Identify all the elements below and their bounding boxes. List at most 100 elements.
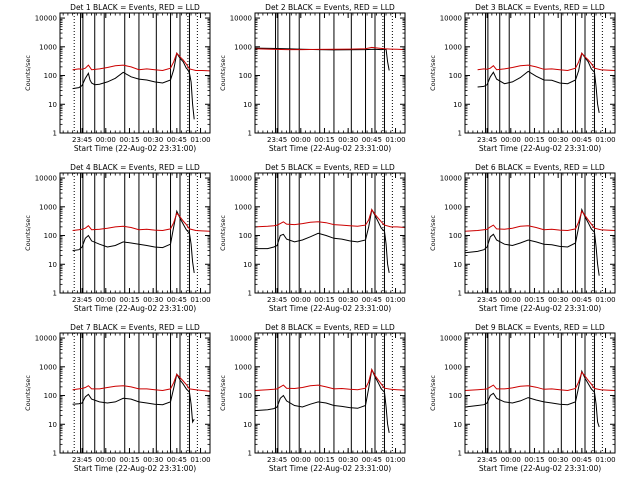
y-axis-label: Counts/sec (24, 375, 32, 411)
x-tick-label: 01:00 (190, 136, 210, 144)
y-tick-label: 100 (449, 392, 462, 400)
panel-title: Det 9 BLACK = Events, RED = LLD (475, 323, 605, 332)
x-tick-label: 00:30 (143, 456, 163, 464)
x-tick-label: 01:00 (385, 456, 405, 464)
x-axis-label: Start Time (22-Aug-02 23:31:00) (479, 144, 601, 153)
x-tick-label: 00:15 (314, 456, 334, 464)
y-tick-label: 10 (453, 101, 462, 109)
y-tick-label: 100 (239, 232, 252, 240)
y-tick-label: 10000 (440, 335, 462, 343)
series-lld (464, 371, 616, 392)
x-tick-label: 00:30 (143, 136, 163, 144)
x-tick-label: 00:15 (119, 136, 139, 144)
y-tick-label: 10 (453, 421, 462, 429)
x-tick-label: 01:00 (385, 136, 405, 144)
panel-title: Det 7 BLACK = Events, RED = LLD (70, 323, 200, 332)
x-tick-label: 23:45 (72, 136, 92, 144)
y-tick-label: 10 (243, 101, 252, 109)
series-events (464, 369, 600, 428)
y-tick-label: 1 (53, 290, 57, 298)
panel-title: Det 6 BLACK = Events, RED = LLD (475, 163, 605, 172)
panel-det-9: Det 9 BLACK = Events, RED = LLD 1 10 100 100… (429, 323, 616, 473)
y-tick-label: 10000 (35, 15, 57, 23)
x-axis-label: Start Time (22-Aug-02 23:31:00) (74, 304, 196, 313)
plot-frame (464, 172, 616, 294)
panel-det-3: Det 3 BLACK = Events, RED = LLD 1 10 100 100… (429, 3, 616, 153)
x-axis-label: Start Time (22-Aug-02 23:31:00) (479, 464, 601, 473)
y-tick-label: 1 (458, 130, 462, 138)
y-tick-label: 10000 (35, 175, 57, 183)
panel-det-4: Det 4 BLACK = Events, RED = LLD 1 10 100 100… (24, 163, 211, 313)
x-tick-label: 23:45 (477, 296, 497, 304)
y-tick-label: 100 (44, 232, 57, 240)
x-tick-label: 23:45 (267, 136, 287, 144)
x-tick-label: 00:45 (362, 456, 382, 464)
y-tick-label: 10 (453, 261, 462, 269)
panel-det-6: Det 6 BLACK = Events, RED = LLD 1 10 100 100… (429, 163, 616, 313)
y-tick-label: 10 (48, 261, 57, 269)
series-lld (72, 212, 211, 232)
y-tick-label: 10000 (230, 175, 252, 183)
y-tick-label: 1000 (39, 363, 57, 371)
x-tick-label: 00:45 (167, 296, 187, 304)
plot-frame (59, 172, 211, 294)
x-axis-label: Start Time (22-Aug-02 23:31:00) (269, 144, 391, 153)
y-tick-label: 100 (449, 232, 462, 240)
x-tick-label: 23:45 (477, 136, 497, 144)
series-lld (72, 373, 211, 392)
y-tick-label: 1 (53, 450, 57, 458)
panel-title: Det 1 BLACK = Events, RED = LLD (70, 3, 200, 12)
y-tick-label: 1000 (444, 43, 462, 51)
series-lld (477, 52, 616, 72)
y-axis-label: Counts/sec (24, 55, 32, 91)
y-tick-label: 1000 (234, 203, 252, 211)
x-tick-label: 23:45 (477, 456, 497, 464)
y-tick-label: 1 (248, 450, 252, 458)
x-axis-label: Start Time (22-Aug-02 23:31:00) (74, 144, 196, 153)
y-tick-label: 10000 (230, 15, 252, 23)
x-tick-label: 23:45 (267, 456, 287, 464)
y-tick-label: 1000 (444, 203, 462, 211)
y-tick-label: 10000 (440, 15, 462, 23)
y-tick-label: 1 (458, 290, 462, 298)
x-tick-label: 00:45 (572, 296, 592, 304)
x-tick-label: 00:15 (524, 136, 544, 144)
series-lld (254, 208, 406, 228)
y-axis-label: Counts/sec (24, 215, 32, 251)
y-tick-label: 1000 (234, 43, 252, 51)
x-tick-label: 00:45 (362, 296, 382, 304)
x-tick-label: 00:30 (338, 136, 358, 144)
x-tick-label: 00:00 (291, 456, 311, 464)
x-tick-label: 01:00 (190, 296, 210, 304)
y-tick-label: 1 (53, 130, 57, 138)
y-tick-label: 100 (449, 72, 462, 80)
y-tick-label: 100 (44, 72, 57, 80)
plot-frame (464, 12, 616, 134)
x-tick-label: 23:45 (72, 456, 92, 464)
x-tick-label: 01:00 (190, 456, 210, 464)
series-events (254, 47, 390, 71)
y-axis-label: Counts/sec (429, 375, 437, 411)
y-tick-label: 100 (44, 392, 57, 400)
y-tick-label: 1000 (444, 363, 462, 371)
x-tick-label: 00:45 (572, 456, 592, 464)
panel-title: Det 3 BLACK = Events, RED = LLD (475, 3, 605, 12)
y-axis-label: Counts/sec (429, 55, 437, 91)
x-tick-label: 00:30 (548, 456, 568, 464)
y-tick-label: 10 (243, 261, 252, 269)
x-tick-label: 00:45 (362, 136, 382, 144)
series-events (477, 51, 600, 113)
x-tick-label: 00:00 (291, 136, 311, 144)
y-tick-label: 1 (248, 130, 252, 138)
x-tick-label: 00:45 (167, 136, 187, 144)
x-tick-label: 00:30 (548, 296, 568, 304)
x-tick-label: 23:45 (267, 296, 287, 304)
plot-frame (464, 332, 616, 454)
x-tick-label: 00:30 (143, 296, 163, 304)
series-lld (72, 52, 211, 72)
series-events (72, 209, 195, 273)
y-tick-label: 100 (239, 392, 252, 400)
x-tick-label: 00:45 (167, 456, 187, 464)
panel-det-5: Det 5 BLACK = Events, RED = LLD 1 10 100 100… (219, 163, 406, 313)
